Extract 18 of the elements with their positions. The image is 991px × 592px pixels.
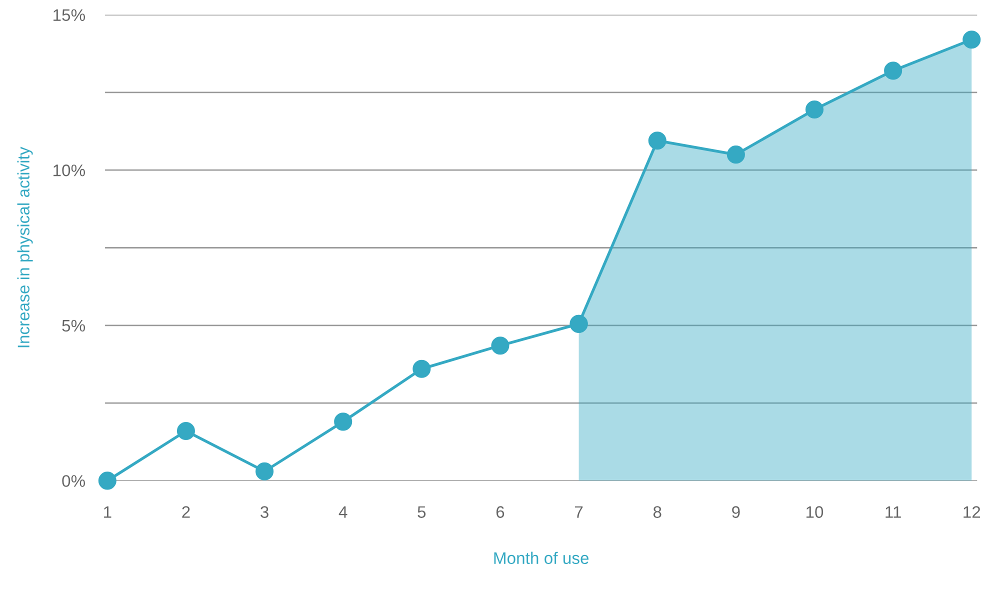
x-tick-label: 3 [260, 506, 268, 518]
y-tick-label: 15% [54, 9, 86, 22]
x-tick-label: 12 [964, 506, 980, 518]
x-tick-label: 6 [496, 506, 504, 518]
x-tick-label: 4 [338, 506, 348, 518]
y-tick-label: 0% [62, 475, 86, 487]
x-tick-label: 9 [732, 506, 740, 518]
x-tick-label: 5 [418, 506, 426, 518]
x-tick-label: 11 [886, 506, 901, 518]
x-tick-label: 10 [806, 506, 824, 518]
x-tick-label: 2 [182, 506, 190, 518]
x-axis-title: Month of use [494, 552, 589, 564]
x-tick-label: 8 [653, 506, 662, 518]
x-tick-label: 7 [575, 506, 583, 518]
y-axis-title: Increase in physical activity [17, 146, 33, 348]
y-tick-label: 10% [54, 164, 86, 176]
x-tick-label: 1 [104, 506, 112, 518]
y-tick-label: 5% [62, 320, 86, 332]
